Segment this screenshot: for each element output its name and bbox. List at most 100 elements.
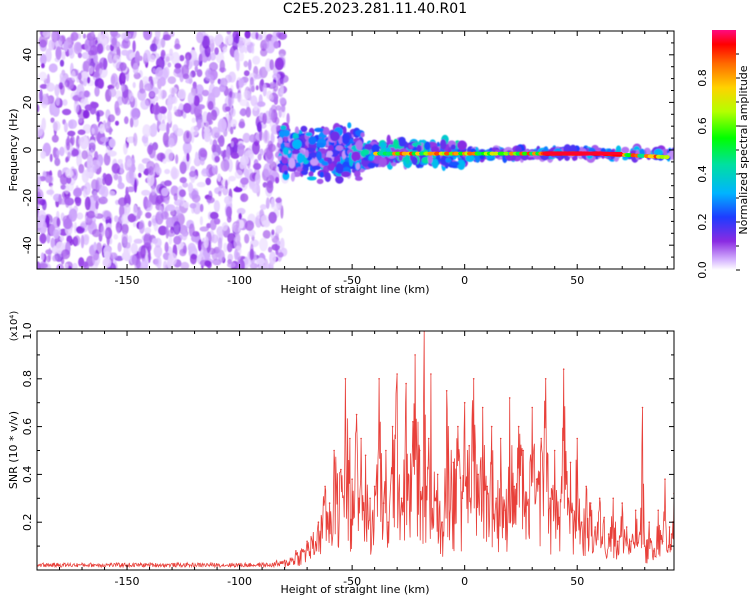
spectrogram-cell: [162, 34, 172, 41]
spectrogram-cell: [242, 132, 251, 143]
spectrogram-cell: [138, 172, 142, 178]
spectrogram-core-cell: [477, 151, 483, 156]
spectrogram-cell: [67, 130, 76, 137]
spectrogram-cell: [152, 68, 156, 74]
spectrogram-cell: [199, 226, 209, 232]
colorbar-tick-label: 0.8: [696, 69, 709, 87]
spectrogram-cell: [230, 140, 234, 148]
spectrogram-cell: [211, 86, 221, 98]
snr-data-point: [607, 533, 610, 535]
spectrogram-cell: [117, 158, 123, 165]
spectrogram-cell: [283, 135, 288, 143]
spectrogram-cell: [65, 157, 69, 163]
spectrogram-cell: [282, 129, 290, 137]
spectrogram-cell: [138, 220, 145, 234]
spectrogram-cell: [238, 78, 245, 88]
spectrogram-cell: [192, 231, 200, 237]
spectrogram-cell: [115, 120, 119, 126]
spectrogram-cell: [240, 193, 249, 203]
snr-data-point: [427, 437, 430, 440]
snr-data-point: [360, 437, 362, 440]
spectrogram-cell: [147, 172, 155, 187]
spectrogram-cell: [245, 106, 251, 118]
snr-data-point: [569, 461, 572, 464]
spectrogram-cell: [132, 82, 136, 89]
spectrogram-cell: [213, 218, 221, 225]
spectrogram-cell: [137, 209, 143, 217]
spectrogram-cell: [219, 77, 228, 88]
spectrogram-cell: [55, 96, 60, 106]
spectrogram-core-cell: [503, 151, 510, 156]
spectrogram-cell: [316, 178, 324, 185]
spectrogram-cell: [114, 215, 119, 223]
spectrogram-cell: [283, 170, 288, 175]
spectrogram-cell: [148, 54, 156, 63]
spectrogram-cell: [131, 253, 140, 266]
spectrogram-cell: [233, 187, 243, 193]
snr-data-point: [468, 444, 471, 447]
snr-data-point: [612, 497, 614, 500]
spectrogram-core: [373, 151, 670, 160]
snr-data-point: [580, 521, 583, 523]
snr-data-point: [391, 425, 394, 428]
spectrogram-cell: [73, 99, 80, 113]
spectrogram-cell: [223, 242, 228, 253]
spectrogram-cell: [174, 38, 180, 49]
spectrogram-cell: [162, 158, 167, 164]
snr-data-point: [349, 437, 351, 440]
spectrogram-cell: [225, 146, 231, 161]
spectrogram-cell: [129, 31, 137, 39]
spectrogram-cell: [250, 95, 258, 107]
snr-data-point: [486, 485, 489, 488]
spectrogram-cell: [244, 220, 255, 232]
snr-line-layer: [37, 331, 674, 569]
spectrogram-cell: [56, 263, 64, 269]
spectrogram-cell: [262, 112, 267, 125]
snr-data-point: [344, 378, 347, 380]
spectrogram-cell: [305, 132, 313, 137]
spectrogram-cell: [41, 63, 45, 69]
spectrogram-cell: [99, 123, 105, 134]
spectrogram-cell: [78, 163, 85, 174]
spectrogram-cell: [133, 204, 138, 216]
spectrogram-cell: [155, 166, 162, 176]
spectrogram-cell: [77, 52, 82, 59]
snr-x-axis-label: Height of straight line (km): [280, 583, 429, 596]
spectrogram-cell: [230, 119, 238, 127]
spectrogram-cell: [324, 172, 331, 183]
spectrogram-cell: [100, 225, 105, 237]
spectrogram-cell: [227, 158, 233, 173]
spectrogram-cell: [354, 170, 361, 178]
spectrogram-cell: [217, 237, 223, 251]
spectrogram-cell: [256, 257, 266, 265]
spectrogram-cell: [226, 31, 232, 35]
spectrogram-cell: [355, 162, 361, 170]
spectrogram-cell: [174, 67, 181, 74]
spectrogram-cell: [251, 45, 255, 54]
spectrogram-cell: [292, 139, 302, 150]
spectrogram-cell: [119, 62, 127, 71]
snr-data-point: [283, 559, 286, 562]
spectrogram-cell: [114, 100, 120, 114]
spectrogram-cell: [190, 125, 199, 136]
snr-data-point: [558, 516, 560, 519]
spectrogram-cell: [166, 229, 176, 237]
spectrogram-cell: [182, 245, 187, 254]
spectrogram-cell: [379, 157, 387, 168]
spectrogram-cell: [64, 263, 69, 269]
spectrogram-cell: [228, 34, 233, 45]
spectrogram-cell: [52, 255, 58, 262]
spectrogram-cell: [83, 90, 90, 98]
spectrogram-y-axis-label: Frequency (Hz): [7, 109, 20, 192]
spectrogram-cell: [171, 51, 181, 66]
spectrogram-cell: [329, 131, 340, 142]
spectrogram-cell: [103, 251, 111, 259]
snr-data-point: [522, 449, 524, 452]
spectrogram-cell: [179, 161, 187, 174]
spectrogram-cell: [270, 198, 275, 208]
spectrogram-cell: [110, 31, 118, 38]
snr-data-point: [382, 502, 385, 504]
snr-y-axis-label: SNR (10 * v/v): [7, 411, 20, 489]
spectrogram-cell: [255, 32, 259, 40]
spectrogram-cell: [261, 220, 271, 227]
